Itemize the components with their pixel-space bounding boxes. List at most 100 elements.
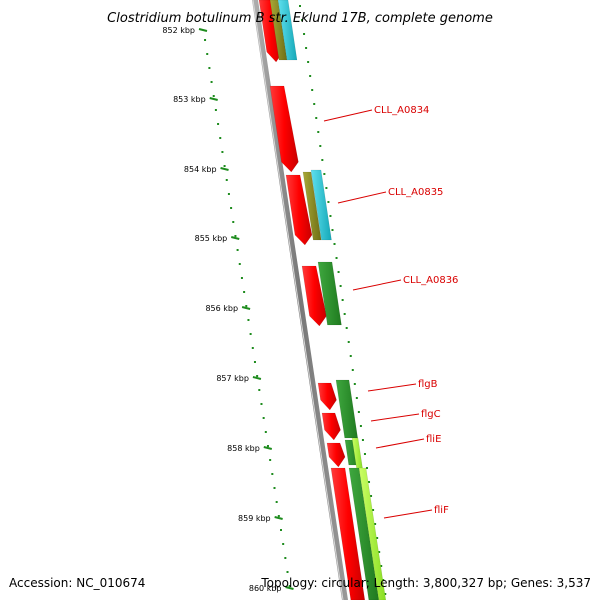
ruler-tick: [220, 167, 229, 171]
outer-guide-dot: [327, 201, 330, 203]
genome-backbone: [252, 0, 348, 600]
gene-label-leader: [337, 191, 387, 204]
gene-label: CLL_A0835: [388, 187, 443, 198]
outer-guide-dot: [355, 397, 358, 399]
outer-guide-dot: [363, 453, 366, 455]
ruler-tick: [209, 97, 218, 101]
cds-arrow: [269, 85, 299, 173]
ruler-tick-label: 853 kbp: [173, 95, 206, 104]
outer-guide-dot: [323, 173, 326, 175]
outer-guide-dot: [331, 229, 334, 231]
ruler-dot: [206, 53, 209, 55]
outer-guide-dot: [301, 19, 304, 21]
ruler-tick: [230, 236, 240, 240]
ruler-dot: [262, 417, 265, 419]
gene-bar: [317, 261, 342, 326]
outer-guide-dot: [299, 5, 301, 7]
outer-guide-dot: [325, 187, 328, 189]
gene-label-leader: [375, 438, 425, 449]
ruler-tick-label: 856 kbp: [205, 304, 238, 313]
ruler-tick: [252, 376, 262, 380]
ruler-dot: [227, 193, 230, 195]
outer-guide-dot: [305, 47, 308, 49]
ruler-dot: [214, 109, 217, 111]
ruler-dot: [212, 95, 215, 97]
genome-summary-text: Topology: circular; Length: 3,800,327 bp…: [260, 576, 591, 590]
ruler-dot: [236, 249, 239, 251]
ruler-dot: [221, 151, 224, 153]
ruler-tick-label: 855 kbp: [195, 234, 228, 243]
ruler-dot: [277, 515, 280, 517]
gene-label-leader: [383, 509, 433, 519]
ruler-dot: [238, 263, 241, 265]
gene-label: flgC: [421, 409, 441, 420]
outer-guide-dot: [341, 299, 344, 301]
outer-guide-dot: [317, 131, 320, 133]
outer-guide-dot: [345, 327, 348, 329]
outer-guide-dot: [309, 75, 312, 77]
ruler-dot: [256, 375, 259, 377]
outer-guide-dot: [319, 145, 322, 147]
outer-guide-dot: [343, 313, 346, 315]
outer-guide-dot: [382, 579, 385, 581]
ruler-dot: [288, 585, 291, 587]
gene-bar: [302, 171, 322, 241]
ruler-dot: [210, 81, 213, 83]
ruler-tick-label: 860 kbp: [249, 584, 282, 593]
ruler-tick-label: 854 kbp: [184, 165, 217, 174]
outer-guide-dot: [313, 103, 316, 105]
outer-guide-dot: [361, 439, 364, 441]
ruler-dot: [219, 137, 222, 139]
outer-guide-dot: [311, 89, 314, 91]
outer-guide-dot: [380, 565, 383, 567]
cds-arrow: [317, 382, 337, 411]
ruler-dot: [225, 179, 228, 181]
gene-bar: [358, 467, 387, 600]
cds-arrow: [330, 467, 366, 600]
ruler-dot: [217, 123, 220, 125]
outer-guide-dot: [337, 271, 340, 273]
ruler-tick-label: 858 kbp: [227, 444, 260, 453]
ruler-dot: [275, 501, 278, 503]
gene-label-leader: [323, 109, 373, 122]
ruler-dot: [245, 305, 248, 307]
outer-guide-dot: [374, 523, 377, 525]
ruler-tick-label: 857 kbp: [216, 374, 249, 383]
outer-guide-dot: [357, 411, 360, 413]
outer-guide-dot: [333, 243, 336, 245]
ruler-dot: [286, 571, 289, 573]
position-ruler: 852 kbp 853 kbp 854 kbp 855 kbp 856 kbp 857 k…: [162, 5, 387, 595]
ruler-tick: [274, 516, 283, 520]
ruler-dot: [269, 459, 272, 461]
cds-arrow: [301, 265, 327, 327]
outer-guide-dot: [329, 215, 332, 217]
outer-guide-dot: [368, 481, 371, 483]
gene-bar: [277, 0, 298, 61]
ruler-dot: [264, 431, 267, 433]
ruler-dot: [243, 291, 246, 293]
ruler-dot: [208, 67, 211, 69]
ruler-dot: [258, 389, 261, 391]
outer-guide-dot: [351, 369, 354, 371]
outer-guide-dot: [335, 257, 338, 259]
gene-label: fliF: [434, 505, 449, 516]
gene-labels: CLL_A0834 CLL_A0835 CLL_A0836 flgB flgC fliE f…: [323, 105, 458, 519]
outer-guide-dot: [370, 495, 373, 497]
outer-guide-dot: [353, 383, 356, 385]
accession-text: Accession: NC_010674: [9, 576, 145, 590]
outer-guide-dot: [303, 33, 306, 35]
ruler-tick: [198, 28, 208, 32]
map-title: Clostridium botulinum B str. Eklund 17B,…: [107, 11, 493, 26]
outer-guide-dot: [376, 537, 379, 539]
outer-guide-dot: [372, 509, 375, 511]
outer-guide-dot: [315, 117, 318, 119]
ruler-dot: [234, 235, 237, 237]
ruler-dot: [284, 557, 287, 559]
ruler-tick-label: 852 kbp: [162, 26, 195, 35]
outer-guide-dot: [339, 285, 342, 287]
ruler-dot: [240, 277, 243, 279]
gene-label-leader: [352, 279, 402, 291]
cds-arrow: [285, 174, 313, 246]
gene-label: fliE: [426, 434, 441, 445]
